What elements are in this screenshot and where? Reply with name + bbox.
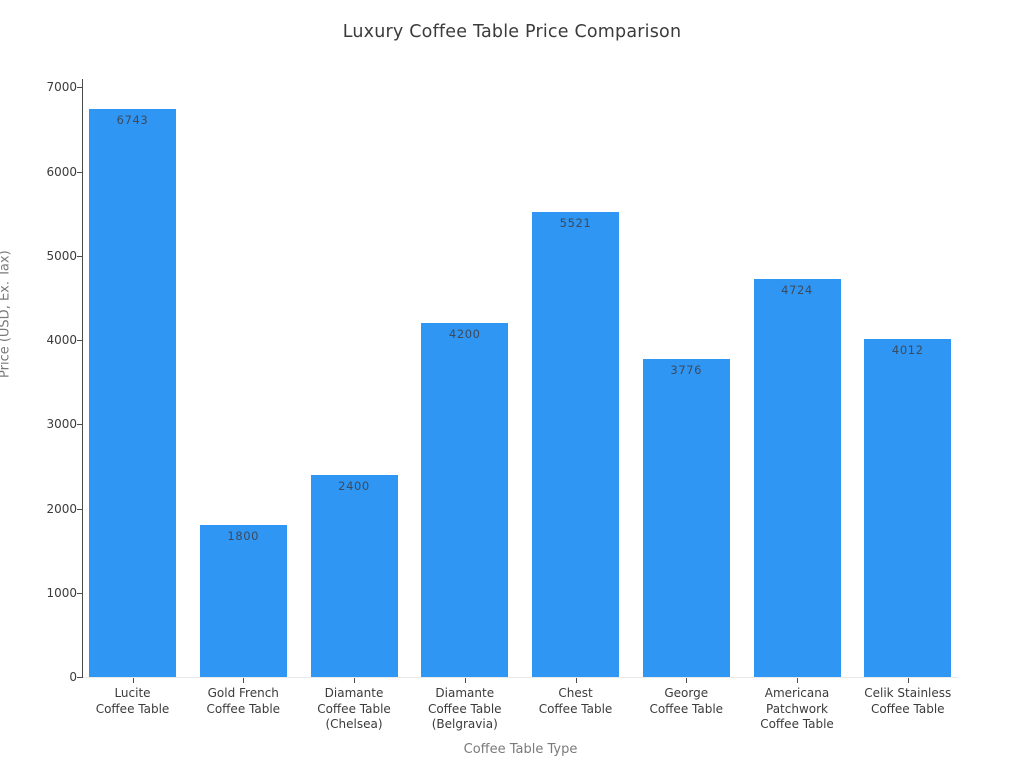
y-tick-label: 1000	[46, 585, 77, 600]
bar-value-label: 1800	[227, 529, 260, 544]
chart-title: Luxury Coffee Table Price Comparison	[342, 22, 682, 42]
bar-george-coffee-table: 3776	[642, 358, 730, 677]
x-tick-mark	[354, 678, 355, 683]
bar-value-label: 4200	[448, 327, 481, 342]
x-category-label-line: (Belgravia)	[431, 717, 498, 731]
x-category-label: Diamante Coffee Table (Belgravia)	[428, 686, 502, 733]
x-tick-mark	[464, 678, 466, 683]
bar-diamante-coffee-table-chelsea: 2400	[310, 474, 398, 677]
x-tick-mark	[132, 678, 134, 683]
x-tick-mark	[797, 678, 798, 683]
x-category-label-line: Coffee Table	[760, 717, 834, 731]
bar-gold-french-coffee-table: 1800	[199, 525, 287, 677]
x-category-label-line: Coffee Table	[317, 701, 391, 716]
y-tick-mark	[77, 87, 82, 89]
bar-chest-coffee-table: 5521	[532, 212, 619, 677]
x-category-label-line: Diamante	[435, 686, 495, 700]
x-axis-line	[83, 677, 958, 678]
y-tick-mark	[77, 424, 82, 426]
x-category-label-line: George	[664, 686, 709, 700]
bar-value-label: 4724	[781, 283, 813, 298]
x-category-label-line: Patchwork	[765, 701, 828, 716]
y-tick-label: 2000	[46, 501, 77, 516]
y-tick-mark	[77, 340, 82, 342]
x-category-label-line: Gold French	[207, 686, 279, 700]
x-category-label-line: Coffee Table	[427, 701, 502, 716]
plot-area: 0 1000 2000 3000 4000 5000 6000 7000 6743 1800 24…	[46, 79, 958, 731]
bar-value-label: 2400	[338, 478, 370, 493]
x-category-label-line: Chest	[558, 686, 593, 700]
bar-value-label: 5521	[559, 216, 592, 230]
y-tick-mark	[77, 677, 82, 678]
x-tick-mark	[907, 678, 909, 683]
bar-diamante-coffee-table-belgravia: 4200	[421, 323, 509, 677]
y-tick-mark	[77, 171, 82, 173]
bar-celik-stainless-coffee-table: 4012	[864, 339, 952, 677]
x-category-label-line: Diamante	[324, 686, 384, 700]
x-category-label-line: Lucite	[114, 686, 151, 700]
bar-lucite-coffee-table: 6743	[89, 109, 176, 677]
bar-americana-patchwork-coffee-table: 4724	[753, 279, 841, 677]
x-category-label-line: Coffee Table	[649, 701, 724, 716]
x-category-label-line: Americana	[764, 686, 830, 700]
x-tick-mark	[575, 678, 577, 683]
bar-value-label: 4012	[891, 343, 924, 358]
x-category-label-line: Coffee Table	[870, 701, 945, 716]
y-tick-label: 6000	[46, 164, 77, 179]
x-category-label: Americana Patchwork Coffee Table	[760, 686, 834, 733]
y-tick-label: 7000	[46, 80, 77, 95]
x-category-label: Gold French Coffee Table	[206, 686, 280, 717]
y-tick-label: 5000	[46, 248, 77, 263]
y-tick-label: 0	[69, 670, 77, 684]
x-category-label-line: Coffee Table	[95, 701, 170, 716]
y-tick-mark	[77, 255, 82, 257]
y-axis-line	[82, 79, 83, 678]
y-tick-label: 3000	[46, 417, 77, 432]
bar-value-label: 3776	[670, 362, 703, 377]
x-category-label: Chest Coffee Table	[539, 686, 613, 717]
x-category-label-line: Coffee Table	[538, 701, 613, 716]
x-category-label: Lucite Coffee Table	[96, 686, 170, 717]
y-tick-label: 4000	[46, 333, 77, 348]
x-category-label: George Coffee Table	[649, 686, 723, 717]
y-tick-mark	[77, 592, 82, 594]
x-tick-mark	[243, 678, 245, 683]
x-tick-mark	[686, 678, 688, 683]
bar-value-label: 6743	[116, 113, 149, 128]
x-category-label-line: (Chelsea)	[325, 717, 383, 731]
x-axis-title: Coffee Table Type	[463, 742, 578, 757]
x-category-label: Celik Stainless Coffee Table	[864, 686, 951, 717]
y-axis-title: Price (USD, Ex. Tax)	[0, 250, 13, 378]
x-category-label-line: Coffee Table	[206, 701, 281, 716]
y-tick-mark	[77, 508, 82, 510]
x-category-label: Diamante Coffee Table (Chelsea)	[317, 686, 391, 733]
x-category-label-line: Celik Stainless	[864, 686, 952, 700]
